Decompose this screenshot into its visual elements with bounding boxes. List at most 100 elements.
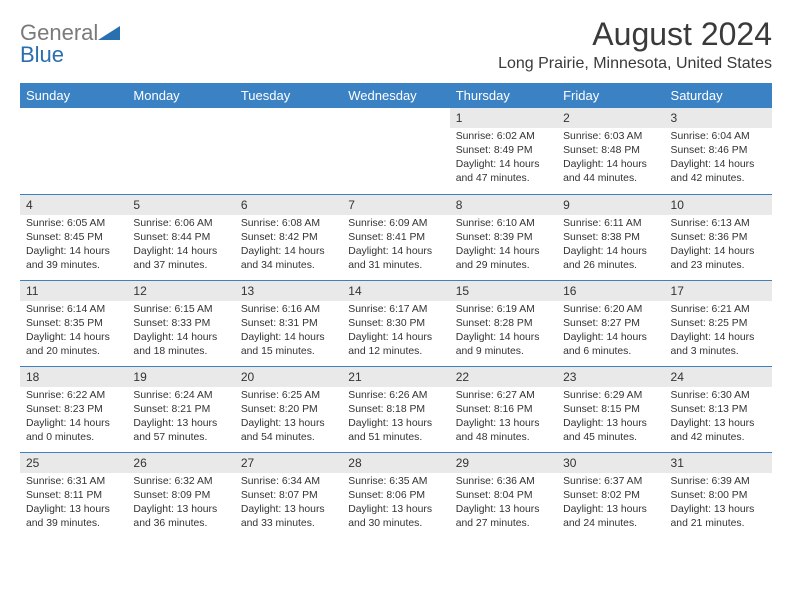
logo-text-blue: Blue	[20, 42, 64, 67]
day-number: 8	[450, 195, 557, 215]
daylight-line: Daylight: 13 hours and 21 minutes.	[671, 503, 766, 531]
daylight-line: Daylight: 13 hours and 45 minutes.	[563, 417, 658, 445]
day-number: 25	[20, 453, 127, 473]
daylight-line: Daylight: 13 hours and 27 minutes.	[456, 503, 551, 531]
sunset-line: Sunset: 8:31 PM	[241, 317, 336, 331]
sunrise-line: Sunrise: 6:06 AM	[133, 217, 228, 231]
sunrise-line: Sunrise: 6:03 AM	[563, 130, 658, 144]
day-content: Sunrise: 6:27 AMSunset: 8:16 PMDaylight:…	[450, 387, 557, 449]
day-content: Sunrise: 6:39 AMSunset: 8:00 PMDaylight:…	[665, 473, 772, 535]
day-header: Friday	[557, 83, 664, 108]
daylight-line: Daylight: 14 hours and 34 minutes.	[241, 245, 336, 273]
sunset-line: Sunset: 8:49 PM	[456, 144, 551, 158]
day-content: Sunrise: 6:08 AMSunset: 8:42 PMDaylight:…	[235, 215, 342, 277]
day-number: 2	[557, 108, 664, 128]
day-number: 11	[20, 281, 127, 301]
day-number: 17	[665, 281, 772, 301]
day-content: Sunrise: 6:21 AMSunset: 8:25 PMDaylight:…	[665, 301, 772, 363]
calendar-cell: 30Sunrise: 6:37 AMSunset: 8:02 PMDayligh…	[557, 452, 664, 538]
day-content: Sunrise: 6:06 AMSunset: 8:44 PMDaylight:…	[127, 215, 234, 277]
daylight-line: Daylight: 14 hours and 29 minutes.	[456, 245, 551, 273]
calendar-cell: 21Sunrise: 6:26 AMSunset: 8:18 PMDayligh…	[342, 366, 449, 452]
sunset-line: Sunset: 8:07 PM	[241, 489, 336, 503]
day-content: Sunrise: 6:32 AMSunset: 8:09 PMDaylight:…	[127, 473, 234, 535]
day-number: 1	[450, 108, 557, 128]
calendar-cell	[342, 108, 449, 194]
sunrise-line: Sunrise: 6:16 AM	[241, 303, 336, 317]
sunset-line: Sunset: 8:27 PM	[563, 317, 658, 331]
sunrise-line: Sunrise: 6:24 AM	[133, 389, 228, 403]
sunrise-line: Sunrise: 6:02 AM	[456, 130, 551, 144]
sunset-line: Sunset: 8:41 PM	[348, 231, 443, 245]
sunset-line: Sunset: 8:06 PM	[348, 489, 443, 503]
day-content: Sunrise: 6:19 AMSunset: 8:28 PMDaylight:…	[450, 301, 557, 363]
sunset-line: Sunset: 8:44 PM	[133, 231, 228, 245]
calendar-cell	[20, 108, 127, 194]
sunrise-line: Sunrise: 6:14 AM	[26, 303, 121, 317]
sunrise-line: Sunrise: 6:30 AM	[671, 389, 766, 403]
daylight-line: Daylight: 13 hours and 48 minutes.	[456, 417, 551, 445]
calendar-cell: 29Sunrise: 6:36 AMSunset: 8:04 PMDayligh…	[450, 452, 557, 538]
day-number: 30	[557, 453, 664, 473]
day-number: 4	[20, 195, 127, 215]
day-number: 10	[665, 195, 772, 215]
sunset-line: Sunset: 8:45 PM	[26, 231, 121, 245]
daylight-line: Daylight: 13 hours and 36 minutes.	[133, 503, 228, 531]
day-number: 18	[20, 367, 127, 387]
day-number: 23	[557, 367, 664, 387]
daylight-line: Daylight: 14 hours and 0 minutes.	[26, 417, 121, 445]
day-content: Sunrise: 6:11 AMSunset: 8:38 PMDaylight:…	[557, 215, 664, 277]
day-content: Sunrise: 6:13 AMSunset: 8:36 PMDaylight:…	[665, 215, 772, 277]
calendar-cell: 23Sunrise: 6:29 AMSunset: 8:15 PMDayligh…	[557, 366, 664, 452]
calendar-cell: 26Sunrise: 6:32 AMSunset: 8:09 PMDayligh…	[127, 452, 234, 538]
day-header: Wednesday	[342, 83, 449, 108]
day-content: Sunrise: 6:31 AMSunset: 8:11 PMDaylight:…	[20, 473, 127, 535]
day-header: Monday	[127, 83, 234, 108]
calendar-cell: 22Sunrise: 6:27 AMSunset: 8:16 PMDayligh…	[450, 366, 557, 452]
calendar-cell: 8Sunrise: 6:10 AMSunset: 8:39 PMDaylight…	[450, 194, 557, 280]
day-number: 9	[557, 195, 664, 215]
sunrise-line: Sunrise: 6:21 AM	[671, 303, 766, 317]
calendar-cell: 20Sunrise: 6:25 AMSunset: 8:20 PMDayligh…	[235, 366, 342, 452]
sunrise-line: Sunrise: 6:22 AM	[26, 389, 121, 403]
calendar-cell: 6Sunrise: 6:08 AMSunset: 8:42 PMDaylight…	[235, 194, 342, 280]
daylight-line: Daylight: 14 hours and 9 minutes.	[456, 331, 551, 359]
sunrise-line: Sunrise: 6:05 AM	[26, 217, 121, 231]
calendar-cell: 27Sunrise: 6:34 AMSunset: 8:07 PMDayligh…	[235, 452, 342, 538]
title-block: August 2024 Long Prairie, Minnesota, Uni…	[498, 16, 772, 73]
calendar-cell: 25Sunrise: 6:31 AMSunset: 8:11 PMDayligh…	[20, 452, 127, 538]
sunset-line: Sunset: 8:18 PM	[348, 403, 443, 417]
daylight-line: Daylight: 14 hours and 6 minutes.	[563, 331, 658, 359]
calendar-week: 11Sunrise: 6:14 AMSunset: 8:35 PMDayligh…	[20, 280, 772, 366]
location-subtitle: Long Prairie, Minnesota, United States	[498, 55, 772, 73]
sunset-line: Sunset: 8:25 PM	[671, 317, 766, 331]
sunrise-line: Sunrise: 6:20 AM	[563, 303, 658, 317]
daylight-line: Daylight: 14 hours and 20 minutes.	[26, 331, 121, 359]
header: General Blue August 2024 Long Prairie, M…	[20, 16, 772, 73]
day-number: 16	[557, 281, 664, 301]
day-number: 21	[342, 367, 449, 387]
sunset-line: Sunset: 8:02 PM	[563, 489, 658, 503]
sunrise-line: Sunrise: 6:17 AM	[348, 303, 443, 317]
calendar-cell: 5Sunrise: 6:06 AMSunset: 8:44 PMDaylight…	[127, 194, 234, 280]
day-number: 13	[235, 281, 342, 301]
daylight-line: Daylight: 14 hours and 31 minutes.	[348, 245, 443, 273]
logo-triangle-icon	[98, 24, 120, 40]
calendar-cell: 13 Sunrise: 6:16 AMSunset: 8:31 PMDayligh…	[235, 280, 342, 366]
day-content: Sunrise: 6:37 AMSunset: 8:02 PMDaylight:…	[557, 473, 664, 535]
sunset-line: Sunset: 8:20 PM	[241, 403, 336, 417]
day-content: Sunrise: 6:03 AMSunset: 8:48 PMDaylight:…	[557, 128, 664, 190]
daylight-line: Daylight: 14 hours and 15 minutes.	[241, 331, 336, 359]
daylight-line: Daylight: 13 hours and 24 minutes.	[563, 503, 658, 531]
day-number: 26	[127, 453, 234, 473]
sunrise-line: Sunrise: 6:29 AM	[563, 389, 658, 403]
sunrise-line: Sunrise: 6:10 AM	[456, 217, 551, 231]
calendar-cell: 15Sunrise: 6:19 AMSunset: 8:28 PMDayligh…	[450, 280, 557, 366]
day-number: 6	[235, 195, 342, 215]
logo: General Blue	[20, 22, 120, 66]
calendar-week: 4 Sunrise: 6:05 AMSunset: 8:45 PM Daylight…	[20, 194, 772, 280]
day-content: Sunrise: 6:02 AMSunset: 8:49 PMDaylight:…	[450, 128, 557, 190]
day-content: Sunrise: 6:14 AMSunset: 8:35 PMDaylight:…	[20, 301, 127, 363]
sunset-line: Sunset: 8:00 PM	[671, 489, 766, 503]
sunrise-line: Sunrise: 6:13 AM	[671, 217, 766, 231]
